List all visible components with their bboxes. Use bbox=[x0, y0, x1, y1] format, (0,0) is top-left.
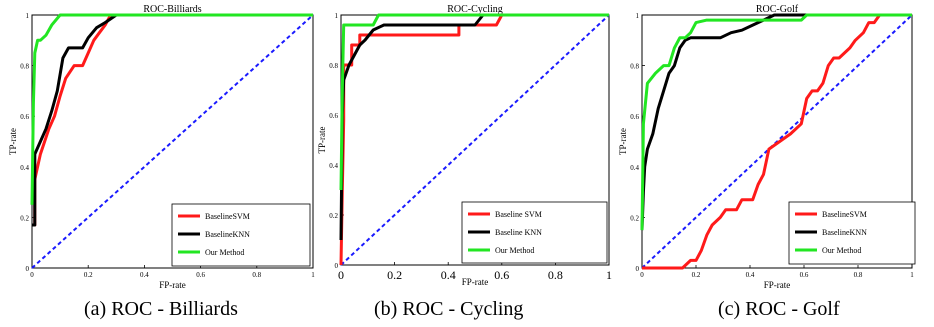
x-tick-label: 0.4 bbox=[746, 271, 755, 279]
x-axis-label: FP-rate bbox=[764, 280, 791, 290]
y-axis-label: TP-rate bbox=[618, 128, 628, 155]
roc-panel-golf: 0 0 0.2 0.2 0.4 0.4 0.6 0.6 0.8 0.8 1 1 ROC-Golf FP-r… bbox=[618, 0, 934, 327]
x-tick-label: 0 bbox=[640, 271, 644, 279]
roc-panel-cycling: 0 0 0.2 0.2 0.4 0.4 0.6 0.6 0.8 0.8 1 1 ROC-Cycling F… bbox=[312, 0, 623, 327]
legend-label: Baseline SVM bbox=[495, 210, 542, 219]
legend-label: Our Method bbox=[822, 246, 861, 255]
y-tick-label: 0.2 bbox=[329, 212, 338, 220]
y-tick-label: 0 bbox=[335, 262, 339, 270]
x-tick-label: 0 bbox=[30, 271, 34, 279]
x-axis-label: FP-rate bbox=[159, 280, 186, 290]
y-tick-label: 0.6 bbox=[329, 112, 338, 120]
x-tick-label: 0.8 bbox=[252, 271, 261, 279]
x-tick-label: 1 bbox=[311, 271, 315, 279]
chart-title: ROC-Billiards bbox=[143, 4, 201, 15]
y-tick-label: 0.2 bbox=[20, 214, 29, 222]
y-tick-label: 0.8 bbox=[630, 63, 639, 71]
x-tick-label: 1 bbox=[910, 271, 914, 279]
x-tick-label: 0.8 bbox=[854, 271, 863, 279]
roc-chart-cycling: 00 0.2 0.2 0.4 0.4 0.6 0.6 0.8 0.8 1 1 ROC-Cycling F… bbox=[317, 4, 612, 287]
chance-line bbox=[641, 14, 913, 269]
legend-label: BaselineKNN bbox=[205, 230, 250, 239]
chart-title: ROC-Cycling bbox=[447, 4, 503, 15]
roc-chart-golf: 00 0.2 0.2 0.4 0.4 0.6 0.6 0.8 0.8 1 1 ROC-Golf FP-r… bbox=[618, 4, 916, 290]
y-axis-label: TP-rate bbox=[317, 127, 327, 154]
legend-label: BaselineSVM bbox=[822, 210, 867, 219]
y-tick-label: 0 bbox=[636, 265, 640, 273]
caption-billiards: (a) ROC - Billiards bbox=[84, 298, 238, 320]
chance-line bbox=[340, 14, 610, 266]
y-tick-label: 0.4 bbox=[630, 164, 639, 172]
x-tick-label: 0.2 bbox=[387, 268, 402, 282]
series-line bbox=[640, 13, 912, 231]
series-line bbox=[339, 13, 609, 191]
legend-label: BaselineSVM bbox=[205, 212, 250, 221]
x-tick-label: 0.2 bbox=[692, 271, 701, 279]
y-tick-label: 0.6 bbox=[630, 113, 639, 121]
x-tick-label: 0.6 bbox=[196, 271, 205, 279]
x-tick-label: 0.4 bbox=[441, 268, 456, 282]
x-tick-label: 0.6 bbox=[494, 268, 509, 282]
series-line bbox=[32, 13, 313, 227]
series-line bbox=[30, 13, 313, 205]
roc-panel-billiards: 0 0 0.2 0.2 0.4 0.4 0.6 0.6 0.8 0.8 1 1 ROC-Billiard… bbox=[0, 0, 315, 327]
y-tick-label: 0.8 bbox=[20, 63, 29, 71]
chance-line bbox=[31, 14, 314, 269]
x-tick-label: 0.6 bbox=[800, 271, 809, 279]
y-tick-label: 0.8 bbox=[329, 62, 338, 70]
y-tick-label: 0.4 bbox=[329, 162, 338, 170]
chart-title: ROC-Golf bbox=[756, 4, 799, 15]
legend-label: Baseline KNN bbox=[495, 228, 542, 237]
x-tick-label: 1 bbox=[606, 268, 612, 282]
y-tick-label: 1 bbox=[636, 12, 640, 20]
x-tick-label: 0.8 bbox=[548, 268, 563, 282]
y-tick-label: 1 bbox=[26, 12, 30, 20]
series-line bbox=[640, 13, 912, 231]
y-tick-label: 0.6 bbox=[20, 113, 29, 121]
y-tick-label: 0 bbox=[26, 265, 30, 273]
roc-chart-billiards: 00 0.2 0.2 0.4 0.4 0.6 0.6 0.8 0.8 1 1 ROC-Billiard… bbox=[8, 4, 315, 290]
series-line bbox=[642, 13, 912, 270]
x-tick-label: 0.2 bbox=[84, 271, 93, 279]
legend-label: Our Method bbox=[205, 248, 244, 257]
legend-label: BaselineKNN bbox=[822, 228, 867, 237]
x-tick-label: 0.4 bbox=[140, 271, 149, 279]
caption-cycling: (b) ROC - Cycling bbox=[374, 298, 524, 320]
caption-golf: (c) ROC - Golf bbox=[718, 298, 840, 320]
y-tick-label: 0.2 bbox=[630, 214, 639, 222]
y-axis-label: TP-rate bbox=[8, 128, 18, 155]
x-tick-label: 0 bbox=[338, 268, 344, 282]
legend-label: Our Method bbox=[495, 246, 534, 255]
y-tick-label: 0.4 bbox=[20, 164, 29, 172]
y-tick-label: 1 bbox=[335, 12, 339, 20]
series-line bbox=[32, 13, 313, 227]
x-axis-label: FP-rate bbox=[462, 277, 489, 287]
